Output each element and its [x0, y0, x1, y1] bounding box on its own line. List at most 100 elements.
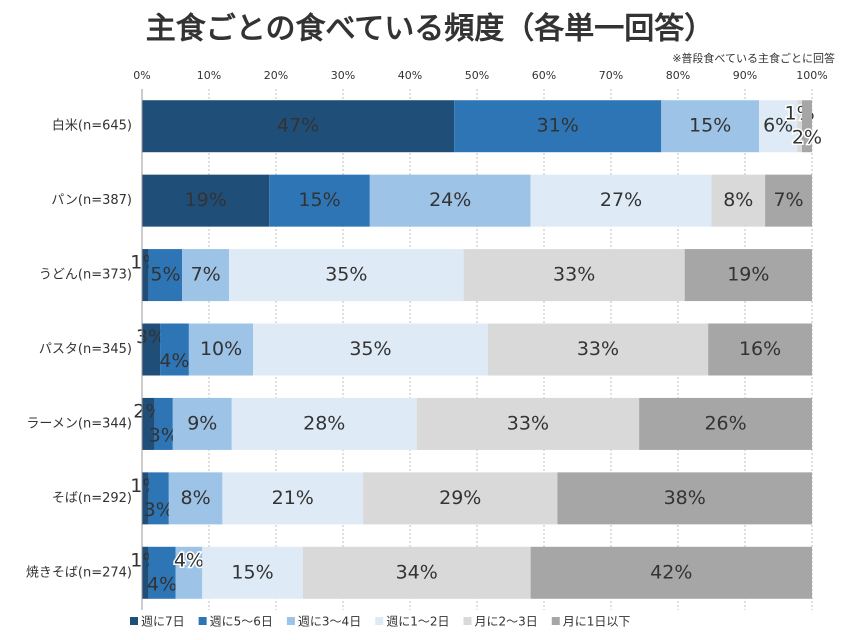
bar-segment [684, 249, 812, 302]
value-label: 15% [231, 561, 273, 583]
value-label: 29% [439, 487, 481, 509]
bar-segment [302, 546, 531, 599]
legend-swatch [198, 617, 207, 625]
legend-label: 月に2～3日 [474, 615, 537, 629]
value-label: 33% [577, 338, 619, 360]
legend-label: 月に1日以下 [563, 615, 631, 629]
bar-segment [797, 100, 802, 153]
chart-title: 主食ごとの食べている頻度（各単一回答） [146, 12, 715, 47]
bar-segment [182, 249, 230, 302]
chart-note: ※普段食べている主食ごとに回答 [672, 51, 835, 65]
bar-segment [363, 472, 558, 525]
value-label: 19% [727, 264, 769, 286]
bar-segment [202, 546, 303, 599]
value-label: 4% [174, 549, 204, 571]
value-label: 26% [704, 412, 746, 434]
value-label: 15% [689, 115, 731, 137]
value-label: 34% [396, 561, 438, 583]
value-label: 3% [149, 424, 179, 446]
bar-segment [222, 472, 364, 525]
value-label: 33% [507, 412, 549, 434]
bar-segment [454, 100, 662, 153]
bar-segment [142, 174, 270, 227]
value-label: 3% [136, 326, 166, 348]
legend-swatch [463, 617, 472, 625]
bar-segment [229, 249, 464, 302]
x-tick-label: 100% [796, 69, 827, 82]
bar-segment [154, 397, 173, 450]
value-label: 8% [723, 189, 753, 211]
bar-segment [148, 546, 176, 599]
x-tick-label: 80% [666, 69, 690, 82]
value-label: 2% [792, 127, 822, 149]
value-label: 19% [185, 189, 227, 211]
category-label: 焼きそば(n=274) [26, 565, 132, 580]
x-tick-label: 40% [398, 69, 422, 82]
bar-segment [142, 249, 149, 302]
legend-label: 週に3～4日 [298, 615, 361, 629]
bar-segment [142, 472, 149, 525]
x-tick-label: 70% [599, 69, 623, 82]
bar-segment [269, 174, 370, 227]
legend-label: 週に1～2日 [386, 615, 449, 629]
bar-segment [765, 174, 812, 227]
bar-segment [639, 397, 812, 450]
bar-segment [530, 546, 812, 599]
legend-swatch [130, 617, 138, 625]
bar-segment [530, 174, 712, 227]
bar-segment [487, 323, 709, 376]
bar-segment [142, 100, 455, 153]
category-label: ラーメン(n=344) [26, 416, 132, 431]
value-label: 5% [150, 264, 180, 286]
value-label: 6% [763, 115, 793, 137]
value-label: 21% [272, 487, 314, 509]
category-label: パスタ(n=345) [39, 342, 132, 357]
value-label: 38% [664, 487, 706, 509]
bar-segment [142, 397, 155, 450]
value-label: 28% [303, 412, 345, 434]
value-label: 31% [537, 115, 579, 137]
bar-segment [253, 323, 488, 376]
legend-swatch [286, 617, 295, 625]
category-label: 白米(n=645) [52, 118, 132, 134]
value-label: 16% [739, 338, 781, 360]
category-label: うどん(n=373) [39, 268, 132, 283]
value-label: 7% [773, 189, 803, 211]
bar-segment [168, 472, 223, 525]
value-label: 27% [600, 189, 642, 211]
value-label: 33% [553, 264, 595, 286]
value-label: 42% [650, 561, 692, 583]
bar-segment [148, 249, 183, 302]
bar-segment [557, 472, 812, 525]
value-label: 4% [147, 573, 177, 595]
category-label: パン(n=387) [51, 193, 132, 208]
bar-segment [759, 100, 798, 153]
value-label: 35% [349, 338, 391, 360]
value-label: 9% [187, 412, 217, 434]
x-tick-label: 50% [465, 69, 489, 82]
value-label: 8% [181, 487, 211, 509]
value-label: 3% [144, 499, 174, 521]
value-label: 7% [191, 264, 221, 286]
x-tick-label: 60% [532, 69, 556, 82]
bar-segment [801, 100, 812, 153]
value-label: 35% [325, 264, 367, 286]
bar-segment [172, 397, 232, 450]
bar-segment [708, 323, 812, 376]
value-label: 15% [298, 189, 340, 211]
legend-swatch [551, 617, 560, 625]
value-label: 4% [159, 350, 189, 372]
bar-segment [142, 323, 161, 376]
bar-segment [231, 397, 417, 450]
bar-segment [369, 174, 531, 227]
x-tick-label: 30% [331, 69, 355, 82]
bar-segment [142, 546, 149, 599]
legend-label: 週に7日 [141, 615, 185, 629]
bar-segment [160, 323, 189, 376]
bar-segment [148, 472, 169, 525]
x-tick-label: 10% [197, 69, 221, 82]
bar-segment [416, 397, 640, 450]
value-label: 24% [429, 189, 471, 211]
legend-label: 週に5～6日 [210, 615, 273, 629]
